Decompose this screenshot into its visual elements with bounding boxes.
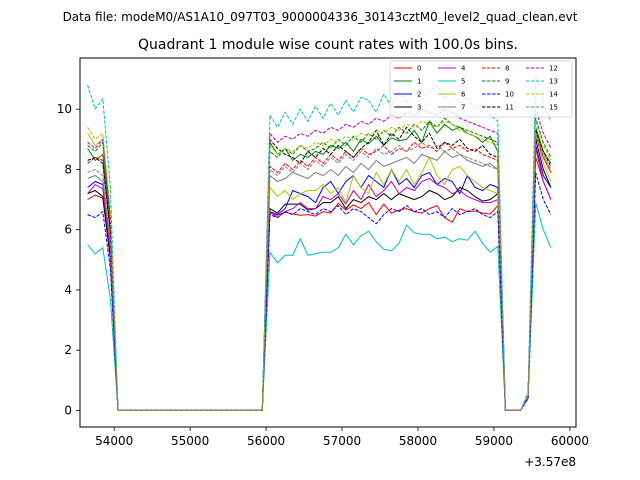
y-tick-label: 6 [64,223,72,237]
axes-frame [79,57,577,428]
legend-label-7: 7 [461,104,465,112]
chart-title: Quadrant 1 module wise count rates with … [138,37,518,53]
x-tick-label: 60000 [551,434,589,448]
legend-label-14: 14 [549,91,558,99]
tick-group: 54000 55000 56000 57000 58000 59000 60000 0 2 4 6 8… [57,102,589,448]
axes-area [80,58,576,427]
x-tick-label: 58000 [399,434,437,448]
legend-label-11: 11 [505,104,514,112]
y-tick-label: 10 [57,102,72,116]
legend-box [389,60,573,118]
y-tick-label: 4 [64,283,72,297]
y-tick-label: 0 [64,403,72,417]
x-tick-label: 55000 [171,434,209,448]
x-offset-label: +3.57e8 [524,455,576,469]
y-tick-label: 8 [64,162,72,176]
legend-label-2: 2 [417,91,421,99]
legend-label-8: 8 [505,65,509,73]
legend-label-6: 6 [461,91,466,99]
x-tick-label: 54000 [95,434,133,448]
legend-label-0: 0 [417,65,421,73]
series-group [87,75,552,411]
legend-label-10: 10 [505,91,514,99]
x-tick-label: 59000 [475,434,513,448]
legend-label-9: 9 [505,78,509,86]
legend-label-4: 4 [461,65,466,73]
legend-label-1: 1 [417,78,421,86]
y-tick-label: 2 [64,343,72,357]
x-tick-label: 56000 [247,434,285,448]
legend-label-12: 12 [549,65,558,73]
series-line-15 [87,133,552,411]
x-tick-label: 57000 [323,434,361,448]
legend-label-5: 5 [461,78,465,86]
legend-label-13: 13 [549,78,558,86]
legend-label-3: 3 [417,104,421,112]
plot-background [80,58,576,427]
legend-label-15: 15 [549,104,558,112]
series-line-10 [87,172,552,411]
suptitle: Data file: modeM0/AS1A10_097T03_90000043… [63,10,578,24]
